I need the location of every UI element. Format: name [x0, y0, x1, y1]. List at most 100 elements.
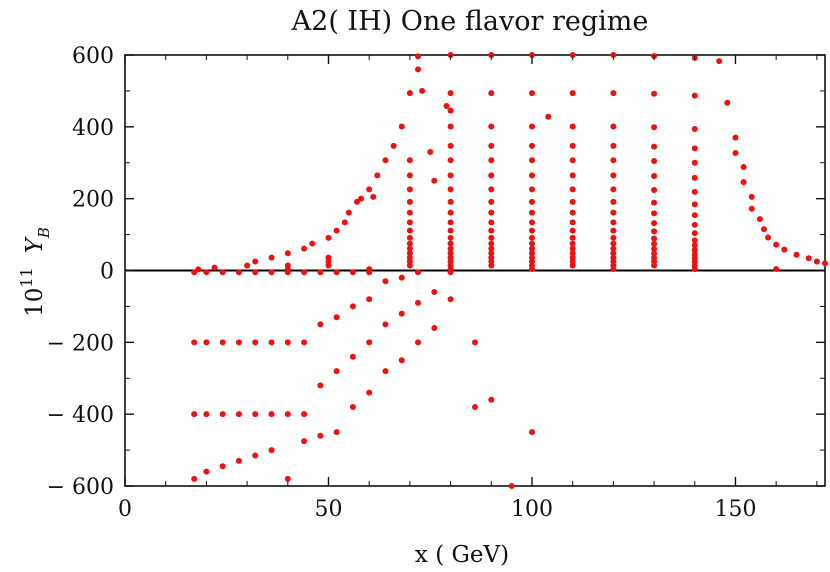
data-point [793, 251, 800, 258]
data-point [382, 278, 389, 285]
data-point [691, 159, 698, 166]
data-point [610, 250, 617, 257]
data-point [447, 234, 454, 241]
data-point [406, 209, 413, 216]
data-point [610, 209, 617, 216]
data-point [398, 274, 405, 281]
data-point [431, 324, 438, 331]
data-point [301, 411, 308, 418]
y-axis-label-symbol: Y [22, 235, 48, 253]
x-tick-label: 150 [714, 497, 756, 522]
data-point [508, 483, 515, 489]
data-point [219, 339, 226, 346]
data-point [284, 250, 291, 257]
chart-title: A2( IH) One flavor regime [291, 6, 649, 37]
data-point [366, 269, 373, 276]
data-point [488, 209, 495, 216]
data-point [301, 245, 308, 252]
data-point [398, 310, 405, 317]
data-point [235, 457, 242, 464]
data-point [760, 226, 767, 233]
data-point [447, 250, 454, 257]
data-point [805, 255, 812, 262]
data-point [488, 245, 495, 252]
data-point [528, 142, 535, 149]
data-point [569, 90, 576, 97]
data-point [528, 250, 535, 257]
data-point [415, 66, 422, 73]
data-point [284, 269, 291, 276]
data-point [447, 245, 454, 252]
data-point [317, 382, 324, 389]
data-point [406, 227, 413, 234]
data-point [431, 289, 438, 296]
data-point [382, 157, 389, 164]
x-tick-label: 0 [118, 497, 132, 522]
data-point [443, 103, 450, 110]
data-point [528, 157, 535, 164]
data-point [691, 212, 698, 219]
data-point [488, 227, 495, 234]
data-point [284, 411, 291, 418]
data-point [447, 219, 454, 226]
data-point [610, 198, 617, 205]
data-point [651, 228, 658, 235]
data-point [301, 269, 308, 276]
y-tick-label: − 200 [47, 331, 114, 356]
data-point [333, 429, 340, 436]
data-point [219, 411, 226, 418]
data-point [528, 90, 535, 97]
data-point [651, 173, 658, 180]
y-tick-label: − 600 [47, 475, 114, 500]
data-point [472, 339, 478, 346]
data-point [398, 357, 405, 364]
data-point [569, 262, 576, 269]
data-point [447, 142, 454, 149]
data-point [447, 240, 454, 247]
data-point [822, 260, 828, 267]
data-point [691, 242, 698, 249]
data-point [569, 209, 576, 216]
data-point [366, 186, 373, 193]
data-point [406, 157, 413, 164]
data-point [528, 234, 535, 241]
data-point [447, 186, 454, 193]
data-point [447, 123, 454, 130]
data-point [235, 339, 242, 346]
data-point [610, 157, 617, 164]
data-point [252, 269, 259, 276]
data-point [528, 209, 535, 216]
data-point [765, 234, 772, 241]
data-point [569, 240, 576, 247]
data-point [366, 389, 373, 396]
data-point [203, 411, 210, 418]
data-point [488, 90, 495, 97]
data-point [309, 240, 316, 247]
data-point [773, 266, 780, 273]
y-tick-label: 400 [72, 116, 114, 141]
data-point [191, 269, 198, 276]
data-point [447, 107, 454, 114]
data-point [651, 262, 658, 269]
data-point [488, 240, 495, 247]
data-point [349, 269, 356, 276]
data-point [252, 452, 259, 459]
data-point [610, 227, 617, 234]
data-point [431, 177, 438, 184]
data-point [756, 216, 763, 223]
data-point [740, 179, 747, 186]
data-point [382, 368, 389, 375]
data-point [488, 198, 495, 205]
data-point [691, 174, 698, 181]
data-point [398, 123, 405, 130]
data-point [724, 99, 731, 106]
data-point [235, 269, 242, 276]
data-point [341, 219, 348, 226]
data-point [488, 157, 495, 164]
data-point [691, 201, 698, 208]
x-axis-label: x ( GeV) [415, 542, 509, 568]
data-point [528, 198, 535, 205]
data-point [447, 157, 454, 164]
data-point [528, 123, 535, 130]
data-point [358, 195, 365, 202]
